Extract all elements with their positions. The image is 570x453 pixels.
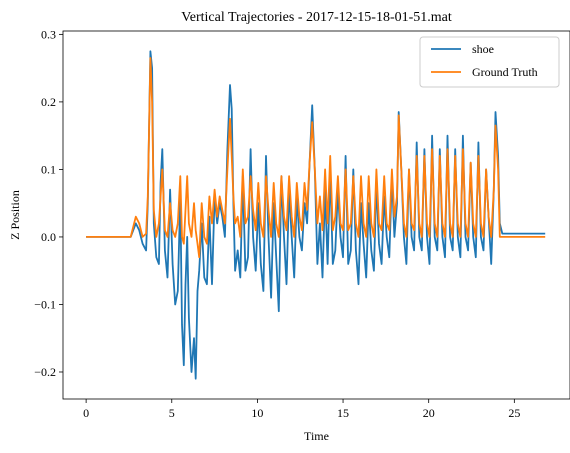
y-tick-label: −0.1 (34, 297, 56, 311)
x-axis-ticks: 0 5 10 15 20 25 (83, 399, 520, 420)
x-axis-label: Time (304, 429, 329, 443)
legend-label-ground-truth: Ground Truth (472, 65, 538, 79)
series-layer (86, 50, 546, 380)
series-line-ground-truth (86, 57, 546, 259)
x-tick-label: 0 (83, 406, 89, 420)
axes-frame (62, 30, 570, 400)
y-tick-label: −0.2 (34, 365, 56, 379)
x-tick-label: 20 (423, 406, 435, 420)
y-tick-label: 0.3 (41, 27, 56, 41)
legend-label-shoe: shoe (472, 42, 494, 56)
y-axis-ticks: −0.2 −0.1 0.0 0.1 0.2 0.3 (34, 27, 63, 379)
x-tick-label: 15 (337, 406, 349, 420)
y-tick-label: 0.1 (41, 162, 56, 176)
y-axis-label: Z Position (8, 190, 22, 240)
y-tick-label: 0.2 (41, 95, 56, 109)
x-tick-label: 5 (169, 406, 175, 420)
legend: shoe Ground Truth (419, 36, 560, 88)
chart-title: Vertical Trajectories - 2017-12-15-18-01… (181, 10, 452, 25)
plot-area (62, 30, 570, 400)
x-tick-label: 10 (251, 406, 263, 420)
y-tick-label: 0.0 (41, 230, 56, 244)
x-tick-label: 25 (508, 406, 520, 420)
